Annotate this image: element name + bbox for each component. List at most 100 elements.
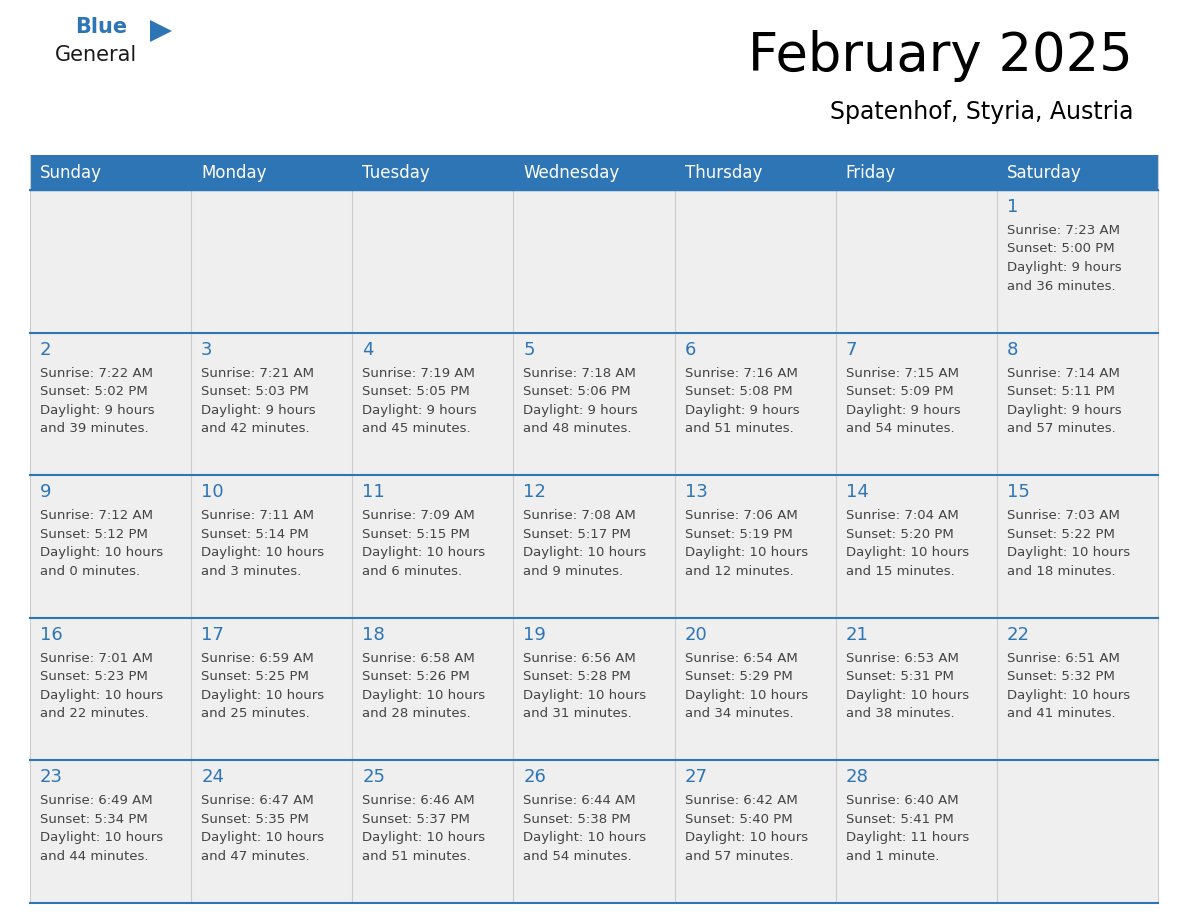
Text: Wednesday: Wednesday: [524, 163, 620, 182]
Text: Sunset: 5:12 PM: Sunset: 5:12 PM: [40, 528, 147, 541]
Text: 8: 8: [1007, 341, 1018, 359]
Text: Sunrise: 6:56 AM: Sunrise: 6:56 AM: [524, 652, 637, 665]
Text: Sunset: 5:08 PM: Sunset: 5:08 PM: [684, 385, 792, 398]
Text: Daylight: 10 hours: Daylight: 10 hours: [201, 688, 324, 701]
Bar: [997, 332, 1158, 476]
Text: 26: 26: [524, 768, 546, 787]
Text: Sunrise: 7:14 AM: Sunrise: 7:14 AM: [1007, 366, 1120, 380]
Bar: [997, 760, 1158, 903]
Text: Sunset: 5:14 PM: Sunset: 5:14 PM: [201, 528, 309, 541]
Bar: [835, 760, 997, 903]
Text: Daylight: 10 hours: Daylight: 10 hours: [362, 546, 486, 559]
Bar: [513, 760, 675, 903]
Text: Sunrise: 7:11 AM: Sunrise: 7:11 AM: [201, 509, 314, 522]
Text: and 28 minutes.: and 28 minutes.: [362, 707, 470, 721]
Text: and 39 minutes.: and 39 minutes.: [40, 422, 148, 435]
Bar: [30, 190, 191, 332]
Bar: [30, 760, 191, 903]
Text: Sunset: 5:05 PM: Sunset: 5:05 PM: [362, 385, 470, 398]
Text: and 41 minutes.: and 41 minutes.: [1007, 707, 1116, 721]
Text: Sunset: 5:11 PM: Sunset: 5:11 PM: [1007, 385, 1114, 398]
Text: Sunset: 5:38 PM: Sunset: 5:38 PM: [524, 813, 631, 826]
Text: 12: 12: [524, 483, 546, 501]
Text: Daylight: 11 hours: Daylight: 11 hours: [846, 832, 969, 845]
Text: Sunset: 5:22 PM: Sunset: 5:22 PM: [1007, 528, 1114, 541]
Text: Sunrise: 7:19 AM: Sunrise: 7:19 AM: [362, 366, 475, 380]
Text: and 0 minutes.: and 0 minutes.: [40, 565, 140, 577]
Text: Daylight: 9 hours: Daylight: 9 hours: [201, 404, 316, 417]
Text: Sunrise: 6:53 AM: Sunrise: 6:53 AM: [846, 652, 959, 665]
Text: General: General: [55, 45, 138, 65]
Text: 15: 15: [1007, 483, 1030, 501]
Text: Daylight: 10 hours: Daylight: 10 hours: [40, 546, 163, 559]
Text: Sunrise: 7:04 AM: Sunrise: 7:04 AM: [846, 509, 959, 522]
Bar: [997, 618, 1158, 760]
Text: Sunset: 5:06 PM: Sunset: 5:06 PM: [524, 385, 631, 398]
Text: Sunrise: 7:18 AM: Sunrise: 7:18 AM: [524, 366, 637, 380]
Text: Sunset: 5:03 PM: Sunset: 5:03 PM: [201, 385, 309, 398]
Text: Sunset: 5:37 PM: Sunset: 5:37 PM: [362, 813, 470, 826]
Text: and 51 minutes.: and 51 minutes.: [684, 422, 794, 435]
Text: 14: 14: [846, 483, 868, 501]
Text: Sunrise: 7:01 AM: Sunrise: 7:01 AM: [40, 652, 153, 665]
Bar: [513, 332, 675, 476]
Bar: [30, 618, 191, 760]
Text: Thursday: Thursday: [684, 163, 762, 182]
Text: and 18 minutes.: and 18 minutes.: [1007, 565, 1116, 577]
Text: and 48 minutes.: and 48 minutes.: [524, 422, 632, 435]
Text: Saturday: Saturday: [1007, 163, 1081, 182]
Text: 16: 16: [40, 626, 63, 644]
Text: Daylight: 10 hours: Daylight: 10 hours: [362, 832, 486, 845]
Text: 13: 13: [684, 483, 707, 501]
Bar: [353, 476, 513, 618]
Text: Sunset: 5:40 PM: Sunset: 5:40 PM: [684, 813, 792, 826]
Text: Sunset: 5:25 PM: Sunset: 5:25 PM: [201, 670, 309, 683]
Text: Sunrise: 7:15 AM: Sunrise: 7:15 AM: [846, 366, 959, 380]
Text: 3: 3: [201, 341, 213, 359]
Text: 9: 9: [40, 483, 51, 501]
Text: 24: 24: [201, 768, 225, 787]
Text: and 15 minutes.: and 15 minutes.: [846, 565, 954, 577]
Bar: [675, 618, 835, 760]
Text: 22: 22: [1007, 626, 1030, 644]
Text: Sunday: Sunday: [40, 163, 102, 182]
Text: and 42 minutes.: and 42 minutes.: [201, 422, 310, 435]
Bar: [675, 760, 835, 903]
Text: Sunrise: 6:40 AM: Sunrise: 6:40 AM: [846, 794, 959, 808]
Text: and 45 minutes.: and 45 minutes.: [362, 422, 470, 435]
Text: Daylight: 10 hours: Daylight: 10 hours: [40, 832, 163, 845]
Text: Daylight: 9 hours: Daylight: 9 hours: [40, 404, 154, 417]
Text: 18: 18: [362, 626, 385, 644]
Text: Sunset: 5:32 PM: Sunset: 5:32 PM: [1007, 670, 1114, 683]
Text: Daylight: 10 hours: Daylight: 10 hours: [524, 546, 646, 559]
Text: and 1 minute.: and 1 minute.: [846, 850, 939, 863]
Text: and 44 minutes.: and 44 minutes.: [40, 850, 148, 863]
Bar: [675, 190, 835, 332]
Bar: [997, 190, 1158, 332]
Text: Monday: Monday: [201, 163, 266, 182]
Text: Daylight: 9 hours: Daylight: 9 hours: [1007, 261, 1121, 274]
Text: Daylight: 10 hours: Daylight: 10 hours: [201, 546, 324, 559]
Text: Sunset: 5:23 PM: Sunset: 5:23 PM: [40, 670, 147, 683]
Text: Sunrise: 7:21 AM: Sunrise: 7:21 AM: [201, 366, 314, 380]
Bar: [30, 476, 191, 618]
Text: Sunrise: 7:08 AM: Sunrise: 7:08 AM: [524, 509, 637, 522]
Text: Sunset: 5:34 PM: Sunset: 5:34 PM: [40, 813, 147, 826]
Text: Blue: Blue: [75, 17, 127, 37]
Text: Sunrise: 6:54 AM: Sunrise: 6:54 AM: [684, 652, 797, 665]
Bar: [353, 760, 513, 903]
Bar: [513, 190, 675, 332]
Text: Daylight: 10 hours: Daylight: 10 hours: [362, 688, 486, 701]
Bar: [353, 332, 513, 476]
Text: 1: 1: [1007, 198, 1018, 216]
Text: Daylight: 10 hours: Daylight: 10 hours: [524, 832, 646, 845]
Bar: [513, 618, 675, 760]
Text: Sunrise: 6:46 AM: Sunrise: 6:46 AM: [362, 794, 475, 808]
Text: 4: 4: [362, 341, 374, 359]
Text: Sunrise: 6:58 AM: Sunrise: 6:58 AM: [362, 652, 475, 665]
Text: Sunrise: 6:47 AM: Sunrise: 6:47 AM: [201, 794, 314, 808]
Text: 28: 28: [846, 768, 868, 787]
Text: Sunrise: 7:12 AM: Sunrise: 7:12 AM: [40, 509, 153, 522]
Text: Sunrise: 6:49 AM: Sunrise: 6:49 AM: [40, 794, 152, 808]
Text: and 54 minutes.: and 54 minutes.: [524, 850, 632, 863]
